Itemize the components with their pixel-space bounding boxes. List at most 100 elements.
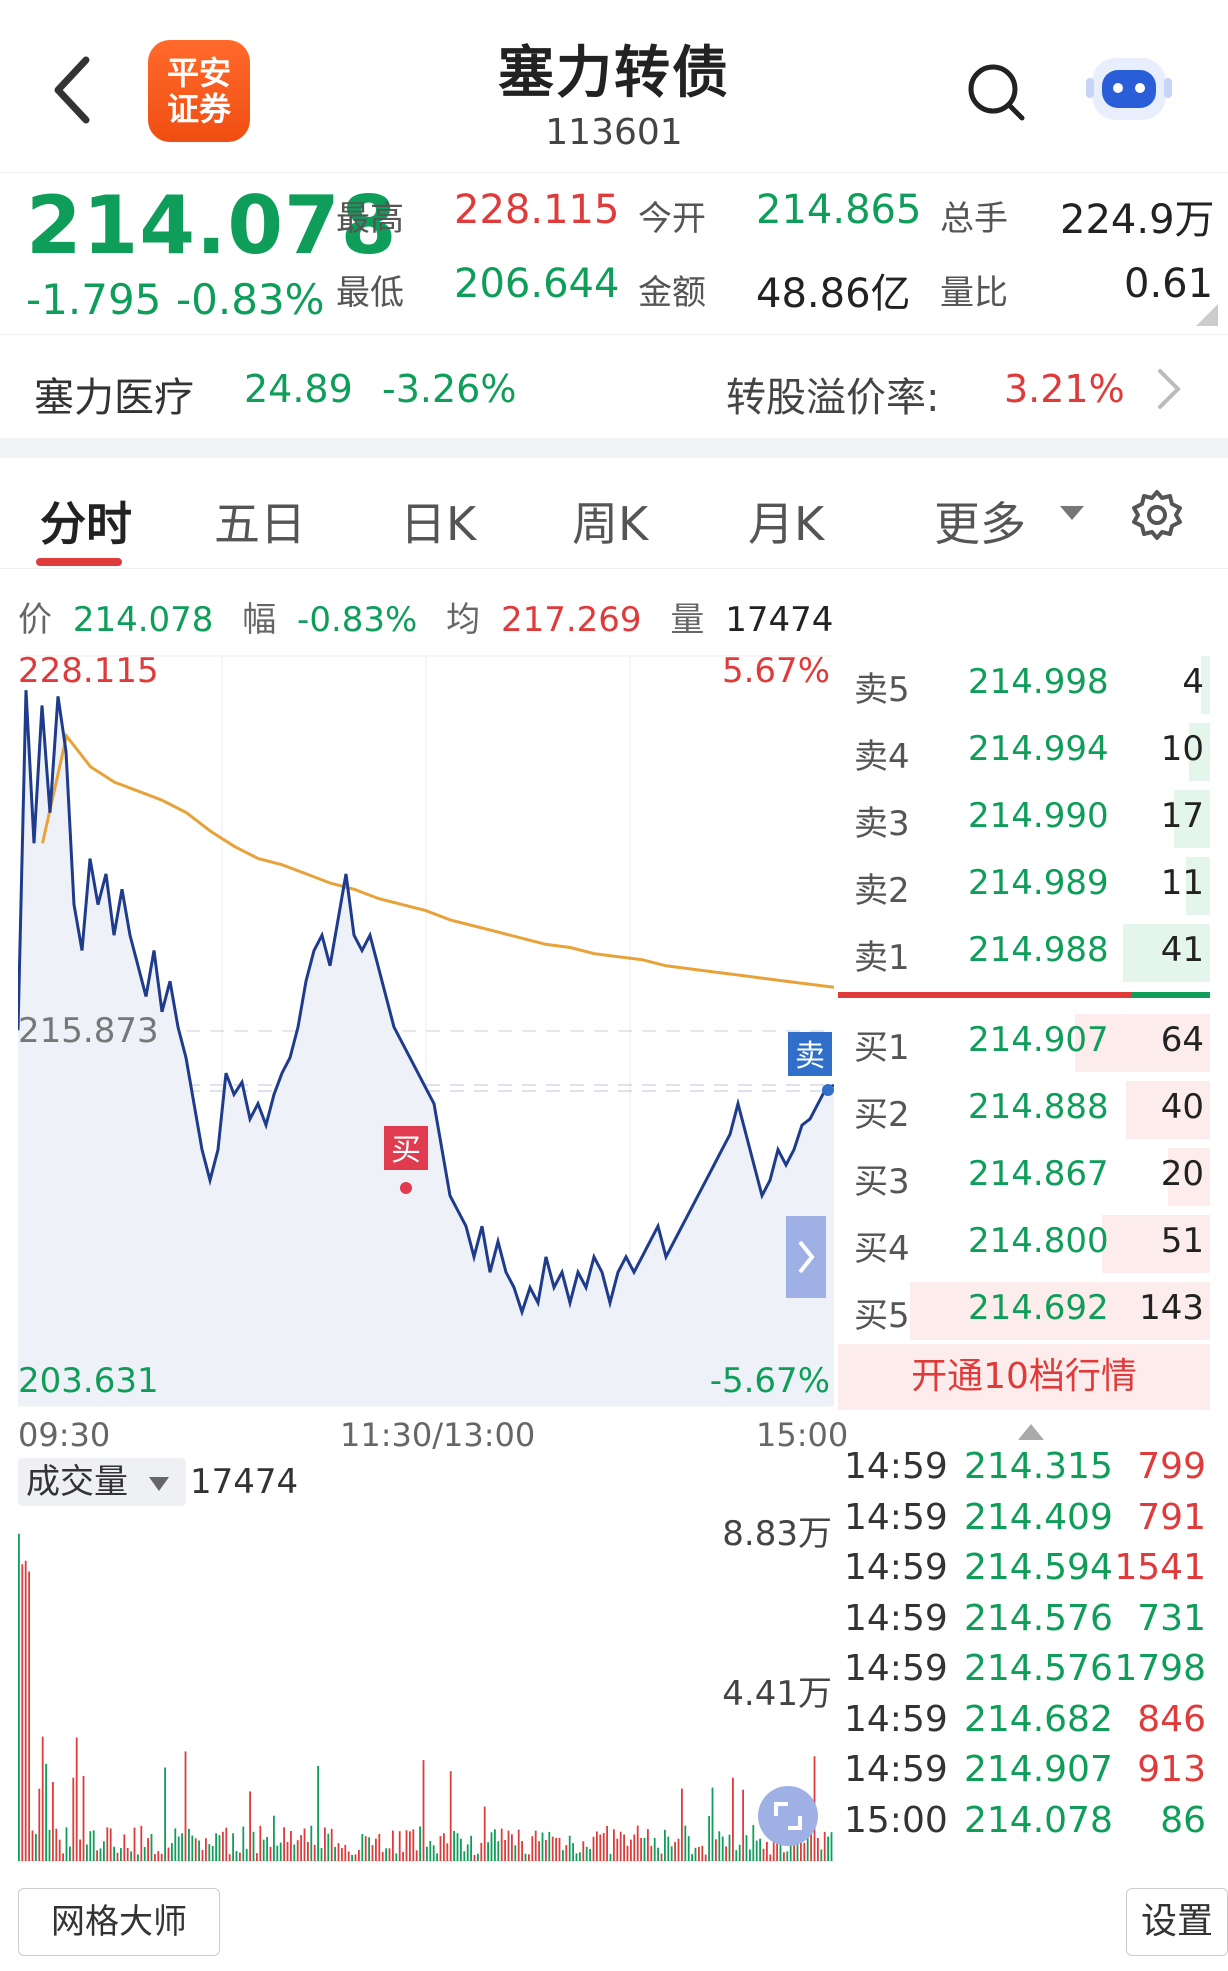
volume-bar: [653, 1837, 656, 1861]
volume-bar: [140, 1825, 143, 1861]
volume-bar: [783, 1852, 785, 1861]
volume-bar: [436, 1853, 438, 1861]
robot-assistant-icon[interactable]: [1084, 48, 1174, 128]
buy-marker-label: 买: [391, 1133, 421, 1168]
volume-bar: [290, 1831, 292, 1861]
sell-level-row[interactable]: 卖3 214.990 17: [838, 786, 1210, 852]
total-hands-label: 总手: [940, 199, 1008, 239]
volume-bar: [623, 1834, 625, 1861]
volume-bar: [439, 1836, 442, 1861]
trade-volume: 791: [1137, 1496, 1206, 1538]
grid-master-button[interactable]: 网格大师: [18, 1888, 220, 1956]
open-value: 214.865: [756, 187, 922, 233]
volume-bar: [592, 1836, 595, 1861]
volume-bar: [133, 1827, 136, 1861]
volume-bar: [524, 1853, 527, 1861]
broker-logo: 平安 证券: [148, 40, 250, 142]
open-10-level-button[interactable]: 开通10档行情: [838, 1344, 1210, 1410]
collapse-up-icon[interactable]: [1018, 1424, 1044, 1440]
trade-volume: 846: [1137, 1698, 1206, 1740]
volume-bar: [704, 1854, 707, 1861]
sell-level-volume: 11: [1160, 863, 1204, 903]
trade-price: 214.682: [964, 1698, 1113, 1740]
volume-bar: [303, 1828, 306, 1861]
tab-intraday[interactable]: 分时: [40, 497, 132, 551]
high-label: 最高: [336, 199, 404, 239]
volume-bar: [647, 1829, 649, 1861]
volume-bar: [188, 1828, 190, 1861]
fullscreen-icon[interactable]: [758, 1786, 818, 1846]
volume-bar: [667, 1836, 670, 1861]
volume-bar: [572, 1843, 574, 1861]
volume-bar: [755, 1840, 758, 1861]
volume-bar: [633, 1834, 636, 1861]
volume-bar: [405, 1830, 408, 1861]
crosshair-info: 价 214.078 幅 -0.83% 均 217.269 量 17474: [18, 592, 833, 641]
buy-level-row[interactable]: 买3 214.867 20: [838, 1144, 1210, 1210]
volume-bar: [273, 1815, 275, 1861]
volume-bar: [215, 1833, 217, 1861]
volume-bar: [735, 1850, 738, 1861]
sell-marker[interactable]: [788, 1032, 832, 1076]
info-vol-label: 量: [670, 600, 705, 640]
volume-chart[interactable]: [18, 1510, 834, 1862]
volume-bar: [402, 1851, 404, 1861]
tab-more[interactable]: 更多: [934, 497, 1026, 551]
volume-bar: [41, 1736, 44, 1861]
volume-indicator-selector[interactable]: 成交量: [18, 1458, 186, 1506]
open-label: 今开: [638, 199, 706, 239]
volume-bar: [75, 1737, 78, 1861]
intraday-chart[interactable]: 228.115 215.873 203.631 5.67% -5.67% 买 卖: [16, 650, 835, 1410]
sell-level-row[interactable]: 卖5 214.998 4: [838, 652, 1210, 718]
volume-bar: [103, 1841, 105, 1861]
volume-bar: [732, 1777, 734, 1861]
volume-bar: [92, 1830, 95, 1861]
sell-level-price: 214.988: [968, 930, 1109, 970]
volume-bar: [776, 1829, 778, 1861]
tab-weekly-k[interactable]: 周K: [572, 497, 649, 551]
volume-bar: [419, 1826, 421, 1861]
volume-bar: [198, 1840, 200, 1861]
back-icon[interactable]: [46, 50, 106, 130]
volume-bar: [711, 1787, 714, 1861]
stock-price: 24.89: [244, 367, 353, 411]
sell-level-volume: 10: [1160, 729, 1204, 769]
tab-daily-k[interactable]: 日K: [400, 497, 477, 551]
buy-level-row[interactable]: 买2 214.888 40: [838, 1077, 1210, 1143]
pct-bottom-label: -5.67%: [710, 1361, 830, 1401]
trade-price: 214.576: [964, 1648, 1113, 1689]
volume-bar: [225, 1827, 228, 1861]
active-tab-indicator: [36, 558, 122, 566]
buy-level-row[interactable]: 买1 214.907 64: [838, 1010, 1210, 1076]
more-dropdown-icon[interactable]: [1060, 506, 1084, 520]
volume-bar: [62, 1853, 64, 1861]
sell-level-row[interactable]: 卖4 214.994 10: [838, 719, 1210, 785]
volume-bar: [483, 1806, 486, 1861]
buy-level-row[interactable]: 买5 214.692 143: [838, 1278, 1210, 1344]
buy-level-volume: 64: [1160, 1020, 1204, 1060]
volume-bar: [558, 1837, 561, 1861]
volume-bar: [45, 1763, 47, 1861]
volume-bar: [490, 1832, 493, 1861]
tab-monthly-k[interactable]: 月K: [748, 497, 825, 551]
volume-bar: [123, 1834, 126, 1861]
side-expand-tab[interactable]: [786, 1216, 826, 1298]
buy-marker[interactable]: [384, 1126, 428, 1170]
search-icon[interactable]: [966, 62, 1026, 122]
sell-level-row[interactable]: 卖2 214.989 11: [838, 853, 1210, 919]
volume-bar: [109, 1828, 112, 1861]
tab-five-day[interactable]: 五日: [214, 497, 306, 551]
underlying-stock-row[interactable]: 塞力医疗 24.89 -3.26% 转股溢价率: 3.21%: [0, 334, 1228, 439]
volume-bar: [725, 1846, 727, 1861]
expand-corner-icon[interactable]: [1196, 304, 1218, 326]
sell-level-row[interactable]: 卖1 214.988 41: [838, 920, 1210, 986]
volume-bar: [55, 1828, 58, 1861]
x-label-open: 09:30: [18, 1416, 111, 1454]
volume-bar: [670, 1846, 673, 1861]
volume-bar: [194, 1838, 197, 1861]
buy-level-row[interactable]: 买4 214.800 51: [838, 1211, 1210, 1277]
chevron-right-icon[interactable]: [1154, 367, 1184, 411]
settings-button[interactable]: 设置: [1126, 1888, 1228, 1956]
gear-icon[interactable]: [1130, 488, 1184, 542]
quote-panel: 214.078 -1.795 -0.83% 最高 228.115 今开 214.…: [0, 172, 1228, 333]
